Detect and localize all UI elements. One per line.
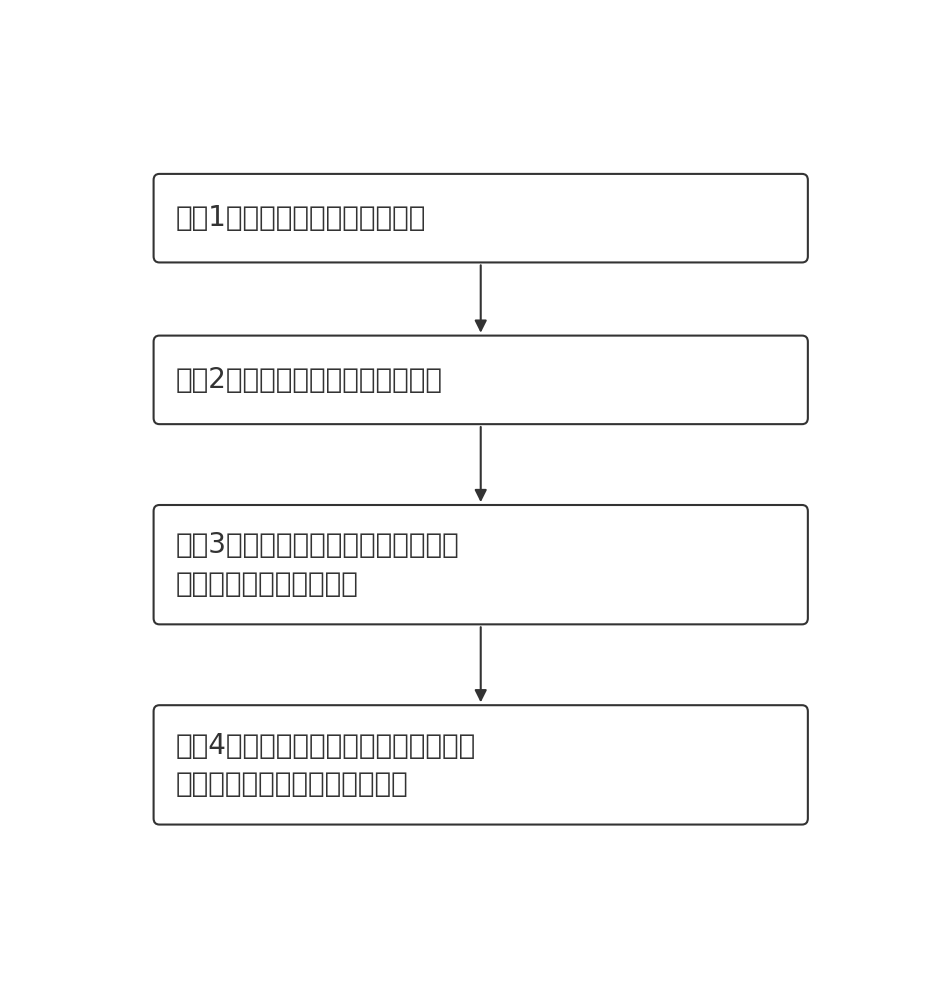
Text: 步骤2：混合碳化硅颗粒和黑漆涂料: 步骤2：混合碳化硅颗粒和黑漆涂料 <box>175 366 443 394</box>
Text: 黑漆涂料的基底材料晏干或烤干: 黑漆涂料的基底材料晏干或烤干 <box>175 770 408 798</box>
FancyBboxPatch shape <box>154 505 808 624</box>
Text: 步骤1：取碳化硅颗粒和黑漆涂料: 步骤1：取碳化硅颗粒和黑漆涂料 <box>175 204 426 232</box>
FancyBboxPatch shape <box>154 174 808 262</box>
FancyBboxPatch shape <box>154 705 808 825</box>
Text: 步骤4：将噴涂有混合后的碳化硅颗粒和: 步骤4：将噴涂有混合后的碳化硅颗粒和 <box>175 732 476 760</box>
FancyBboxPatch shape <box>154 336 808 424</box>
Text: 步骤3：将混合后的碳化硅颗粒和黑漆: 步骤3：将混合后的碳化硅颗粒和黑漆 <box>175 531 460 559</box>
Text: 涂料噴涂在基底材料表面: 涂料噴涂在基底材料表面 <box>175 570 358 598</box>
